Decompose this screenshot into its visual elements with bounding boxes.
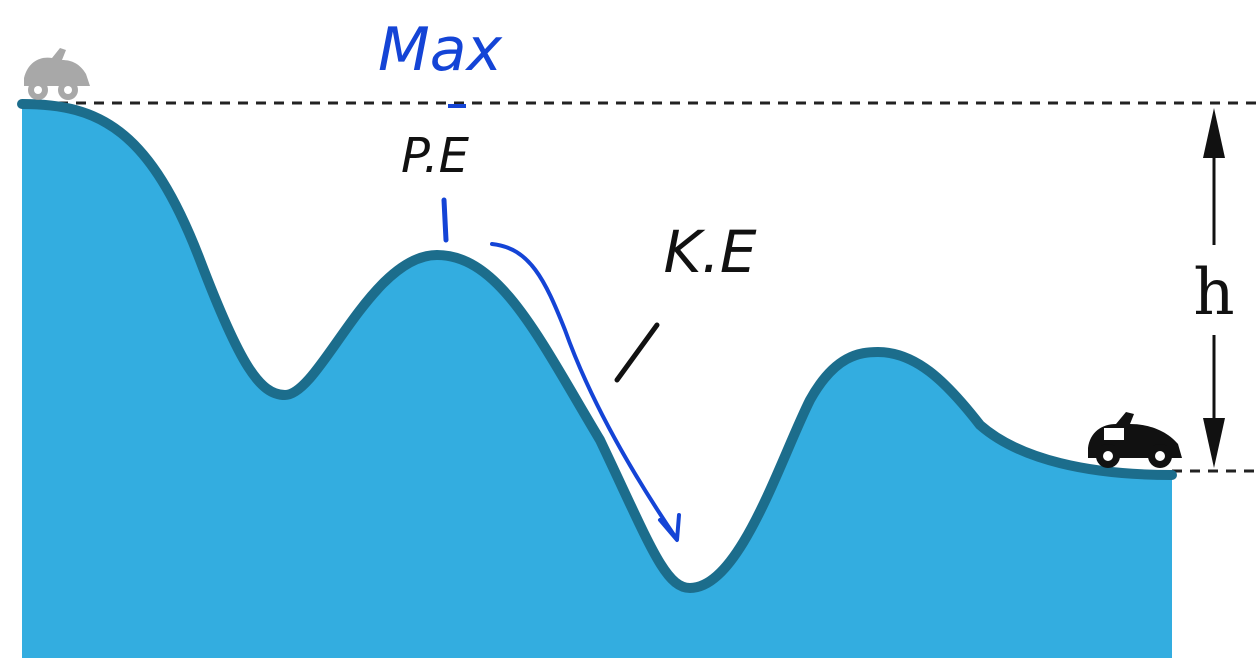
pe-label: P.E <box>401 128 470 184</box>
motion-arrow <box>490 242 678 540</box>
terrain-fill <box>22 104 1172 658</box>
ke-label: K.E <box>663 218 756 286</box>
motion-arrowhead <box>658 513 681 542</box>
height-label: h <box>1193 256 1234 330</box>
pe-marker-stroke <box>441 197 449 243</box>
height-arrow <box>1203 108 1225 468</box>
car-icon <box>1088 412 1182 468</box>
max-label: Max <box>378 15 503 85</box>
ke-pointer-line <box>614 322 660 383</box>
faded-car-icon <box>24 48 90 100</box>
track-outline <box>17 99 1177 593</box>
